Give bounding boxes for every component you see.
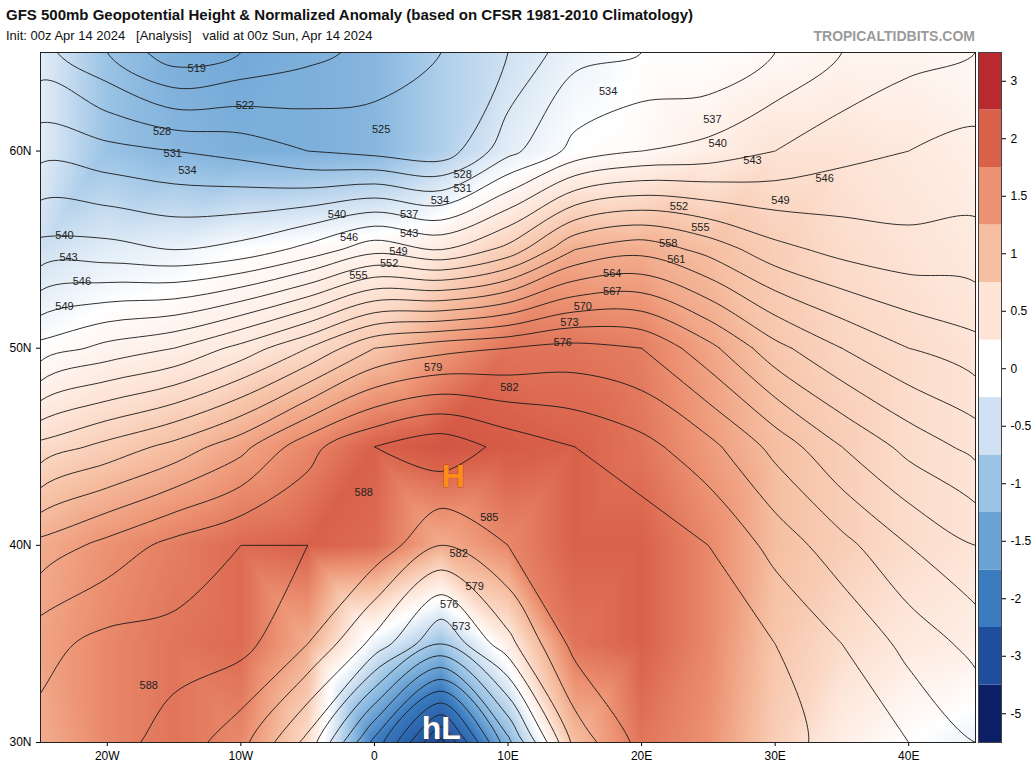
svg-text:10W: 10W: [229, 749, 254, 763]
svg-text:582: 582: [449, 547, 467, 559]
svg-text:537: 537: [400, 208, 418, 220]
svg-text:582: 582: [500, 381, 518, 393]
svg-text:528: 528: [453, 168, 471, 180]
svg-text:50N: 50N: [9, 341, 31, 355]
svg-text:540: 540: [55, 229, 73, 241]
svg-text:H: H: [442, 458, 465, 494]
svg-text:585: 585: [480, 511, 498, 523]
svg-text:561: 561: [667, 253, 685, 265]
svg-text:540: 540: [709, 137, 727, 149]
html-text:GFS 500mb Geopotential Height: GFS 500mb Geopotential Height & Normaliz…: [6, 6, 694, 23]
svg-text:555: 555: [691, 221, 709, 233]
svg-text:549: 549: [771, 194, 789, 206]
svg-text:564: 564: [603, 267, 621, 279]
svg-text:40E: 40E: [898, 749, 919, 763]
svg-text:20E: 20E: [631, 749, 652, 763]
svg-text:543: 543: [59, 251, 77, 263]
svg-text:30E: 30E: [764, 749, 785, 763]
html-text:TROPICALTIDBITS.COM: TROPICALTIDBITS.COM: [813, 28, 975, 44]
svg-text:40N: 40N: [9, 538, 31, 552]
svg-text:534: 534: [178, 164, 196, 176]
svg-text:20W: 20W: [95, 749, 120, 763]
svg-text:534: 534: [431, 194, 449, 206]
svg-text:573: 573: [452, 620, 470, 632]
svg-text:576: 576: [554, 336, 572, 348]
svg-text:579: 579: [465, 580, 483, 592]
svg-text:1.5: 1.5: [1011, 189, 1028, 203]
svg-text:519: 519: [188, 62, 206, 74]
svg-text:546: 546: [340, 231, 358, 243]
svg-text:588: 588: [355, 486, 373, 498]
svg-text:1: 1: [1011, 247, 1018, 261]
svg-text:558: 558: [659, 237, 677, 249]
html-text:Init: 00z Apr 14 2024 [Analysi: Init: 00z Apr 14 2024 [Analysis] valid a…: [6, 28, 373, 43]
svg-text:0: 0: [371, 749, 378, 763]
svg-text:531: 531: [164, 147, 182, 159]
svg-text:549: 549: [389, 245, 407, 257]
svg-text:573: 573: [560, 316, 578, 328]
svg-text:534: 534: [599, 85, 617, 97]
svg-text:0: 0: [1011, 362, 1018, 376]
svg-text:525: 525: [372, 123, 390, 135]
svg-text:2: 2: [1011, 132, 1018, 146]
svg-text:-1: -1: [1011, 477, 1022, 491]
svg-text:522: 522: [236, 99, 254, 111]
svg-text:0.5: 0.5: [1011, 304, 1028, 318]
svg-text:hL: hL: [422, 710, 461, 746]
svg-text:10E: 10E: [497, 749, 518, 763]
svg-text:549: 549: [55, 300, 73, 312]
svg-text:552: 552: [670, 200, 688, 212]
svg-text:3: 3: [1011, 74, 1018, 88]
svg-text:546: 546: [73, 275, 91, 287]
svg-text:555: 555: [349, 269, 367, 281]
svg-text:-2: -2: [1011, 592, 1022, 606]
svg-text:546: 546: [815, 172, 833, 184]
svg-text:540: 540: [328, 208, 346, 220]
svg-text:543: 543: [400, 227, 418, 239]
svg-text:543: 543: [743, 154, 761, 166]
svg-text:576: 576: [440, 598, 458, 610]
svg-text:-0.5: -0.5: [1011, 419, 1032, 433]
svg-text:528: 528: [153, 125, 171, 137]
svg-text:570: 570: [574, 300, 592, 312]
svg-text:-5: -5: [1011, 707, 1022, 721]
svg-text:531: 531: [453, 182, 471, 194]
svg-text:-1.5: -1.5: [1011, 534, 1032, 548]
svg-text:588: 588: [140, 679, 158, 691]
svg-text:60N: 60N: [9, 144, 31, 158]
svg-text:552: 552: [380, 257, 398, 269]
svg-text:579: 579: [424, 361, 442, 373]
svg-text:-3: -3: [1011, 649, 1022, 663]
svg-text:567: 567: [603, 285, 621, 297]
svg-text:30N: 30N: [9, 735, 31, 749]
svg-text:537: 537: [703, 113, 721, 125]
